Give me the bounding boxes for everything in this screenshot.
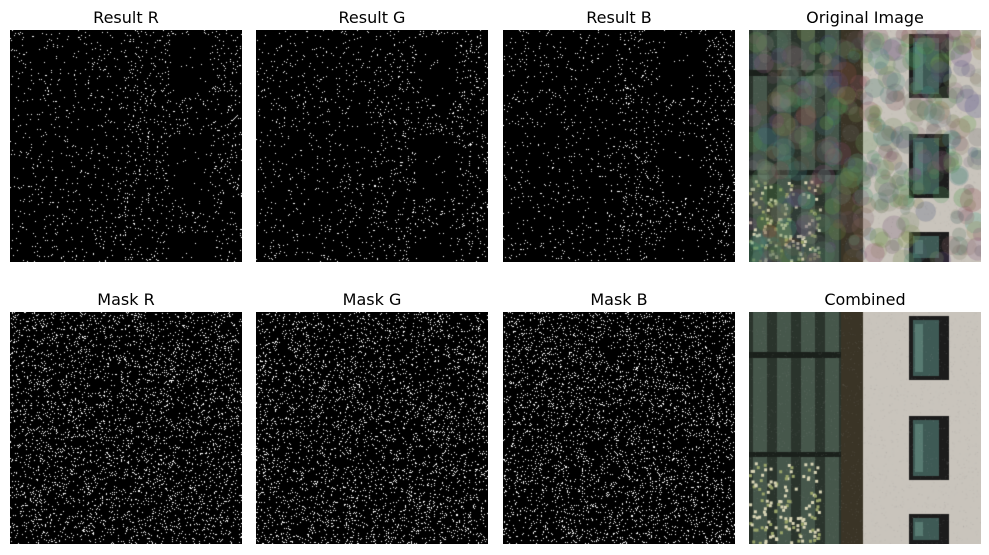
panel-title-combined: Combined — [824, 290, 906, 309]
panel-mask-g: Mask G — [256, 288, 488, 544]
panel-combined: Combined — [749, 288, 981, 544]
panel-title-result-g: Result G — [338, 8, 406, 27]
mask-g-image — [256, 312, 488, 544]
panel-result-r: Result R — [10, 6, 242, 262]
panel-mask-b: Mask B — [503, 288, 735, 544]
original-image — [749, 30, 981, 262]
mask-b-image — [503, 312, 735, 544]
panel-result-b: Result B — [503, 6, 735, 262]
panel-result-g: Result G — [256, 6, 488, 262]
panel-original: Original Image — [749, 6, 981, 262]
panel-title-mask-b: Mask B — [590, 290, 648, 309]
panel-title-result-r: Result R — [93, 8, 159, 27]
combined-image — [749, 312, 981, 544]
mask-r-image — [10, 312, 242, 544]
panel-mask-r: Mask R — [10, 288, 242, 544]
panel-title-mask-r: Mask R — [97, 290, 155, 309]
result-r-image — [10, 30, 242, 262]
panel-title-mask-g: Mask G — [342, 290, 402, 309]
panel-title-result-b: Result B — [586, 8, 652, 27]
result-b-image — [503, 30, 735, 262]
result-g-image — [256, 30, 488, 262]
panel-title-original: Original Image — [806, 8, 924, 27]
